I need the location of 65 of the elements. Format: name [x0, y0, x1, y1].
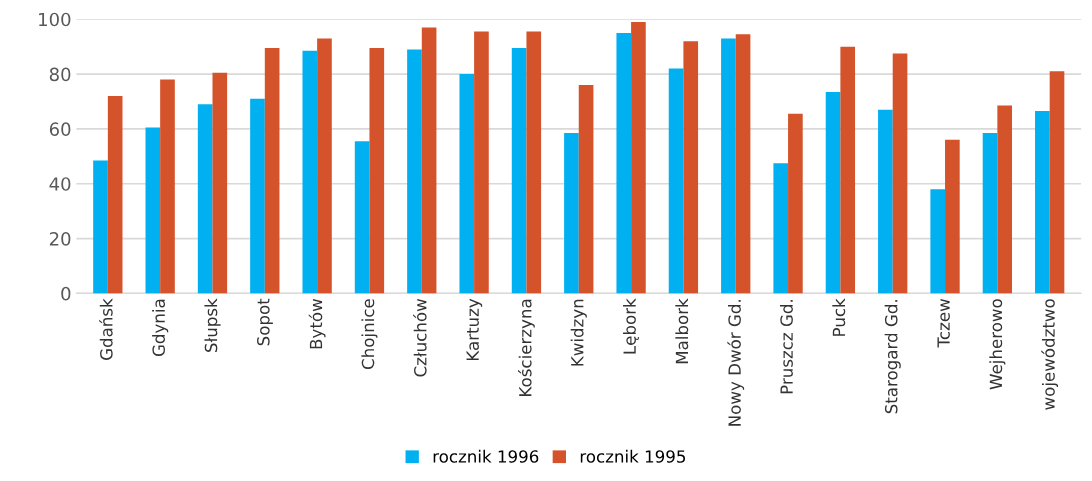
bar [878, 109, 893, 294]
x-tick-label: Wejherowo [989, 299, 1006, 390]
bar [892, 53, 908, 294]
y-tick-label: 60 [49, 122, 71, 137]
x-tick-label: Sopot [257, 298, 273, 346]
x-tick-label: Bytów [308, 298, 326, 349]
bar [369, 48, 385, 294]
bar [616, 32, 632, 294]
bar [997, 105, 1013, 294]
bar [421, 27, 437, 294]
y-tick-label: 0 [61, 286, 71, 301]
bar [160, 79, 175, 294]
x-tick-label: Chojnice [361, 299, 378, 369]
bar [578, 85, 594, 294]
legend-label: rocznik 1996 [433, 449, 539, 463]
bar [302, 50, 318, 294]
bar [354, 141, 370, 294]
bar [683, 41, 699, 294]
bar [317, 38, 332, 294]
x-tick-label: Starogard Gd. [884, 300, 901, 414]
bar [930, 189, 946, 294]
bar [212, 72, 228, 294]
y-tick-label: 80 [49, 67, 71, 82]
bar [735, 34, 751, 294]
bar [1049, 71, 1065, 294]
bar [825, 91, 841, 294]
bar [107, 96, 123, 294]
bar [631, 21, 646, 294]
bar [474, 31, 489, 294]
bar [526, 31, 542, 294]
bar [840, 46, 856, 294]
bar [945, 139, 960, 294]
bar [1035, 111, 1050, 294]
x-tick-label: Pruszcz Gd. [779, 300, 793, 394]
bar [788, 113, 803, 294]
x-tick-label: Gdynia [152, 299, 169, 357]
x-tick-label: Człuchów [413, 298, 427, 377]
x-tick-label: Tczew [937, 298, 950, 348]
bar [721, 38, 736, 294]
x-tick-label: Słupsk [204, 298, 221, 352]
x-tick-label: Lębork [623, 298, 639, 354]
x-tick-label: Kartuzy [466, 298, 483, 361]
y-tick-label: 40 [49, 177, 71, 191]
x-tick-label: województwo [1041, 299, 1059, 410]
bar [145, 127, 161, 294]
legend-label: rocznik 1995 [580, 449, 686, 463]
bar [982, 133, 998, 294]
bar [264, 48, 280, 294]
bar [407, 49, 422, 294]
bar [773, 163, 789, 294]
bar [511, 48, 527, 294]
x-tick-label: Puck [832, 298, 846, 336]
bar [93, 160, 108, 294]
x-tick-label: Kwidzyn [570, 299, 587, 366]
y-tick-label: 100 [39, 12, 71, 27]
x-tick-label: Nowy Dwór Gd. [727, 300, 745, 426]
bar [197, 104, 213, 294]
bar [250, 98, 265, 294]
bar [564, 133, 579, 294]
y-tick-label: 20 [49, 232, 71, 246]
bar [668, 68, 684, 294]
x-tick-label: Gdańsk [99, 298, 113, 360]
bar [459, 74, 475, 294]
x-tick-label: Malbork [675, 298, 689, 364]
x-tick-label: Kościerzyna [518, 299, 535, 396]
